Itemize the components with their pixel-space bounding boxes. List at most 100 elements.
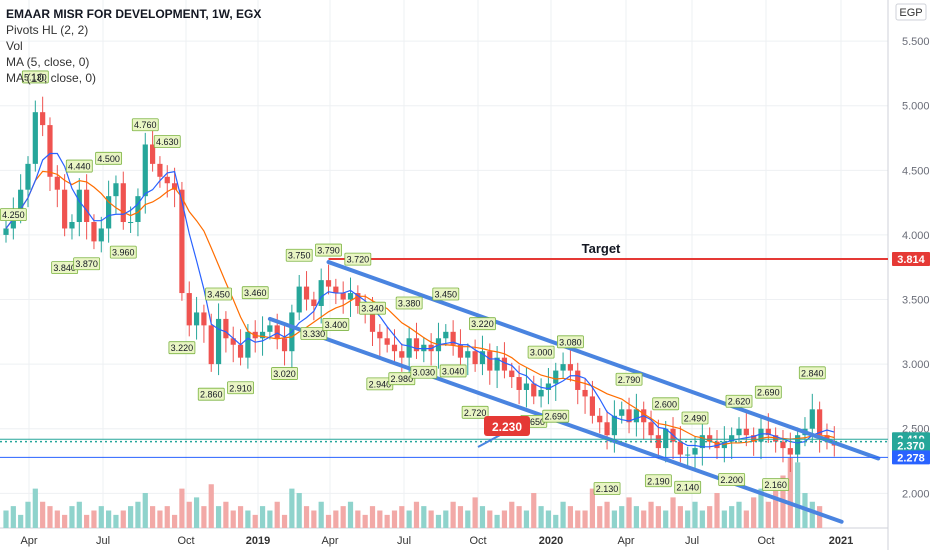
volume-bar [384, 514, 390, 528]
volume-bar [670, 497, 676, 528]
x-tick-label: Jul [685, 535, 699, 547]
candle-body [377, 331, 383, 339]
callout-pointer [477, 433, 503, 448]
x-tick-label: 2019 [246, 535, 270, 547]
pivot-label-box [674, 480, 702, 494]
y-tick-label: 3.500 [902, 295, 930, 307]
volume-bar [626, 497, 632, 528]
volume-bar [509, 501, 515, 528]
volume-bar [501, 510, 508, 528]
volume-bar [479, 506, 486, 528]
volume-bar [523, 510, 530, 528]
candle-body [523, 383, 530, 390]
volume-bar [795, 462, 801, 528]
pivot-label-box [0, 208, 27, 222]
volume-bar [582, 510, 588, 528]
pivot-label: 3.840 [53, 263, 76, 273]
pivot-label-box [461, 405, 489, 419]
volume-bar [589, 488, 595, 528]
pivot-label-box [652, 397, 680, 411]
candle-body [384, 338, 390, 345]
pivot-label: 3.040 [442, 366, 465, 376]
pivot-label-box [432, 287, 460, 301]
pivot-label: 2.940 [369, 379, 392, 389]
pivot-label-box [557, 335, 584, 349]
pivot-label: 2.160 [764, 480, 787, 490]
candle-body [32, 112, 38, 164]
candle-body [758, 428, 764, 442]
pivot-label: 3.720 [347, 255, 370, 265]
pivot-label: 3.450 [207, 289, 230, 299]
pivot-label: 2.200 [720, 475, 743, 485]
pivot-label-box [344, 252, 372, 266]
currency-box [895, 3, 927, 21]
volume-bar [421, 506, 427, 528]
volume-bar [91, 510, 97, 528]
pivot-label-box [322, 318, 350, 331]
volume-bar [457, 506, 464, 528]
candle-body [274, 325, 280, 339]
legend-ma10: MA (10, close, 0) [6, 71, 97, 85]
x-tick-label: Jul [96, 535, 110, 547]
pivot-label-box [95, 151, 123, 165]
candle-body [677, 441, 683, 455]
volume-bar [193, 497, 200, 528]
pivot-label: 3.460 [244, 288, 267, 298]
y-tick-label: 5.500 [902, 36, 930, 48]
pivot-label-box [241, 286, 269, 300]
candle-body [721, 441, 727, 449]
volume-bar [355, 510, 361, 528]
pivot-label: 2.860 [200, 390, 223, 400]
volume-bar [223, 501, 229, 528]
candle-body [531, 383, 537, 397]
pivot-label: 3.750 [288, 251, 311, 261]
candle-body [281, 338, 288, 352]
pivot-label-box [542, 409, 570, 423]
volume-bar [18, 514, 24, 528]
candle-body [296, 286, 302, 313]
candle-body [186, 293, 192, 326]
volume-bar [215, 506, 222, 528]
volume-bar [135, 501, 141, 528]
volume-bar [641, 510, 647, 528]
volume-bar [289, 488, 295, 528]
candle-body [230, 338, 236, 345]
candle-body [743, 428, 749, 436]
volume-bar [281, 514, 288, 528]
pivot-label-box [300, 327, 328, 340]
pivot-label: 4.440 [68, 162, 91, 172]
volume-bar [773, 479, 779, 528]
volume-bar [47, 506, 53, 528]
candle-body [54, 176, 60, 190]
volume-bar [494, 514, 500, 528]
volume-bar [809, 501, 815, 528]
volume-bar [575, 510, 581, 528]
candle-body [237, 344, 244, 358]
candle-body [589, 396, 595, 416]
volume-bar [817, 506, 823, 528]
pivot-label: 3.220 [471, 319, 494, 329]
x-tick-label: Oct [469, 535, 486, 547]
candle-body [98, 228, 104, 242]
volume-bar [325, 514, 332, 528]
candle-body [729, 435, 735, 442]
pivot-label-box [718, 473, 746, 486]
price-badge [892, 251, 930, 266]
candle-body [399, 351, 405, 358]
y-tick-label: 4.000 [902, 230, 930, 242]
candle-body [157, 163, 163, 177]
pivot-label: 2.980 [391, 374, 414, 384]
volume-bar [274, 501, 280, 528]
y-tick-label: 5.000 [902, 101, 930, 113]
x-tick-label: Apr [321, 535, 338, 547]
candle-body [780, 441, 786, 449]
candle-body [413, 338, 420, 352]
candle-body [516, 377, 522, 390]
volume-bar [164, 506, 170, 528]
volume-bar [208, 484, 214, 528]
candle-body [135, 196, 141, 223]
candle-body [215, 318, 222, 365]
pivot-label: 2.190 [647, 476, 670, 486]
candle-body [208, 325, 214, 365]
